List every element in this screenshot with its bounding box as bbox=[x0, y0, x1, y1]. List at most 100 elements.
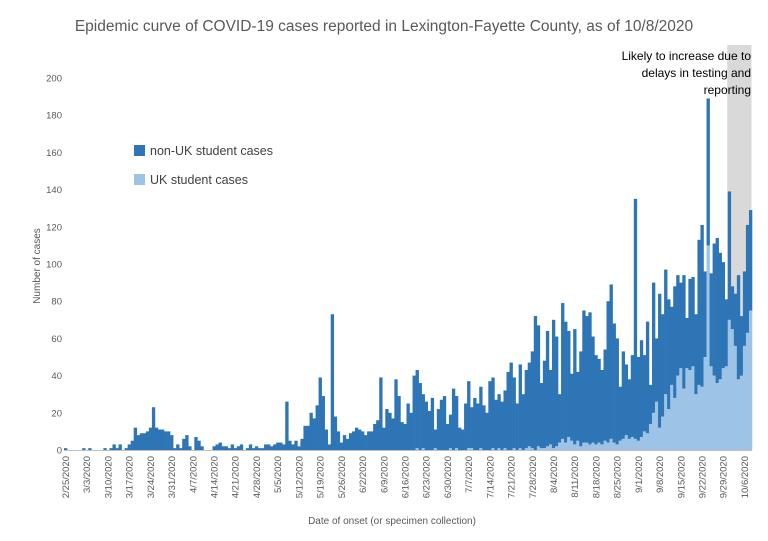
bar-uk-student bbox=[536, 446, 541, 450]
bar-non-uk-student bbox=[394, 379, 398, 450]
bar-non-uk-student bbox=[685, 317, 689, 369]
bar-non-uk-student bbox=[197, 440, 201, 450]
bar-uk-student bbox=[470, 448, 474, 450]
x-tick-label: 6/30/2020 bbox=[443, 456, 454, 498]
bar-uk-student bbox=[676, 375, 680, 450]
bar-non-uk-student bbox=[736, 275, 741, 380]
bar-uk-student bbox=[579, 446, 583, 450]
bar-uk-student bbox=[730, 329, 735, 450]
bar-non-uk-student bbox=[115, 448, 119, 450]
bar-non-uk-student bbox=[336, 431, 341, 450]
bar-uk-student bbox=[518, 448, 522, 450]
bar-non-uk-student bbox=[400, 422, 404, 450]
bar-non-uk-student bbox=[476, 403, 480, 450]
bar-uk-student bbox=[491, 448, 495, 450]
bar-non-uk-student bbox=[330, 314, 335, 450]
bar-uk-student bbox=[736, 379, 741, 450]
bar-non-uk-student bbox=[448, 414, 453, 449]
bar-non-uk-student bbox=[454, 396, 459, 449]
bar-non-uk-student bbox=[606, 301, 610, 443]
bar-non-uk-student bbox=[361, 431, 365, 450]
legend-label-uk: UK student cases bbox=[150, 173, 248, 187]
bar-uk-student bbox=[655, 401, 659, 450]
bar-uk-student bbox=[603, 440, 607, 450]
bar-non-uk-student bbox=[591, 336, 595, 443]
x-tick-label: 6/16/2020 bbox=[400, 456, 411, 498]
bar-non-uk-student bbox=[267, 444, 271, 450]
bar-non-uk-student bbox=[388, 412, 392, 450]
bar-non-uk-student bbox=[742, 271, 747, 346]
bars-layer bbox=[64, 98, 753, 450]
bar-uk-student bbox=[706, 245, 710, 450]
bar-non-uk-student bbox=[715, 237, 719, 384]
bar-non-uk-student bbox=[673, 286, 677, 398]
bar-non-uk-student bbox=[530, 351, 535, 449]
bar-non-uk-student bbox=[688, 278, 692, 371]
bar-uk-student bbox=[621, 438, 626, 450]
bar-non-uk-student bbox=[691, 277, 695, 367]
bar-non-uk-student bbox=[570, 373, 574, 441]
bar-non-uk-student bbox=[548, 370, 553, 445]
bar-non-uk-student bbox=[367, 431, 371, 450]
bar-non-uk-student bbox=[585, 316, 589, 443]
bar-non-uk-student bbox=[554, 336, 559, 447]
bar-non-uk-student bbox=[618, 386, 622, 441]
y-tick-label: 160 bbox=[46, 148, 62, 159]
bar-uk-student bbox=[527, 446, 532, 450]
bar-uk-student bbox=[703, 357, 707, 450]
bar-uk-student bbox=[624, 435, 629, 450]
bar-non-uk-student bbox=[279, 442, 283, 450]
bar-non-uk-student bbox=[679, 282, 683, 369]
bar-uk-student bbox=[664, 394, 668, 450]
bar-non-uk-student bbox=[630, 355, 635, 437]
bar-uk-student bbox=[570, 440, 574, 450]
bar-non-uk-student bbox=[312, 418, 316, 450]
bar-uk-student bbox=[724, 366, 729, 450]
x-tick-label: 8/25/2020 bbox=[613, 456, 624, 498]
x-tick-label: 5/12/2020 bbox=[294, 456, 305, 498]
bar-uk-student bbox=[727, 319, 732, 450]
bar-non-uk-student bbox=[609, 284, 613, 439]
bar-non-uk-student bbox=[373, 423, 377, 450]
x-tick-label: 7/14/2020 bbox=[485, 456, 496, 498]
y-tick-label: 80 bbox=[51, 297, 62, 308]
bar-non-uk-student bbox=[433, 429, 438, 449]
bar-non-uk-student bbox=[364, 435, 368, 450]
bar-non-uk-student bbox=[509, 362, 513, 450]
bar-non-uk-student bbox=[539, 383, 544, 449]
bar-non-uk-student bbox=[221, 446, 225, 450]
bar-non-uk-student bbox=[176, 444, 180, 450]
bar-non-uk-student bbox=[706, 98, 710, 246]
bar-uk-student bbox=[512, 448, 516, 450]
x-tick-label: 7/7/2020 bbox=[464, 456, 475, 493]
bar-uk-student bbox=[530, 448, 535, 450]
bar-uk-student bbox=[615, 444, 619, 450]
bar-non-uk-student bbox=[233, 448, 238, 450]
bar-non-uk-student bbox=[745, 224, 750, 333]
bar-non-uk-student bbox=[406, 403, 410, 450]
bar-non-uk-student bbox=[615, 338, 619, 445]
bar-non-uk-student bbox=[88, 448, 92, 450]
x-tick-label: 9/22/2020 bbox=[697, 456, 708, 498]
bar-non-uk-student bbox=[270, 446, 274, 450]
bar-non-uk-student bbox=[412, 375, 416, 450]
x-tick-label: 9/8/2020 bbox=[655, 456, 666, 493]
bar-non-uk-student bbox=[145, 431, 150, 450]
bar-non-uk-student bbox=[724, 299, 729, 367]
bar-non-uk-student bbox=[276, 442, 280, 450]
bar-non-uk-student bbox=[470, 407, 474, 449]
x-tick-label: 5/5/2020 bbox=[273, 456, 284, 493]
reporting-delay-annotation: Likely to increase due to delays in test… bbox=[622, 49, 752, 97]
bar-uk-student bbox=[733, 345, 738, 450]
bar-non-uk-student bbox=[506, 371, 510, 450]
bar-non-uk-student bbox=[157, 429, 162, 450]
bar-non-uk-student bbox=[339, 442, 344, 450]
bar-non-uk-student bbox=[576, 371, 580, 441]
bar-non-uk-student bbox=[512, 377, 516, 449]
bar-non-uk-student bbox=[227, 448, 231, 450]
bar-non-uk-student bbox=[297, 446, 301, 450]
bar-non-uk-student bbox=[382, 427, 386, 450]
bar-non-uk-student bbox=[430, 397, 435, 450]
bar-non-uk-student bbox=[154, 427, 159, 450]
